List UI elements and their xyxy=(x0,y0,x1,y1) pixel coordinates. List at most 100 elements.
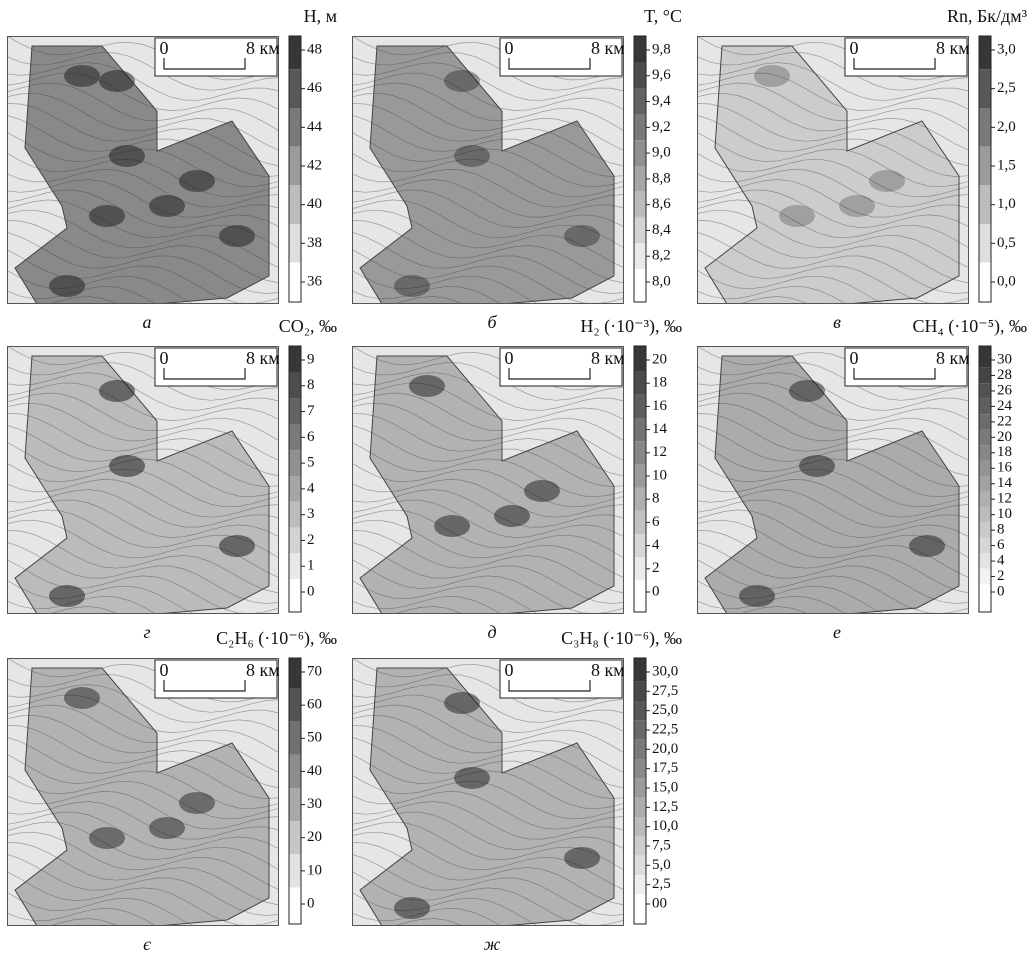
anomaly xyxy=(754,65,790,87)
scale-start: 0 xyxy=(505,38,514,58)
scale-start: 0 xyxy=(850,38,859,58)
anomaly xyxy=(89,827,125,849)
colorbar-label: 8 xyxy=(997,522,1005,538)
colorbar-band xyxy=(634,63,646,89)
panel-title: Rn, Бк/дм³ xyxy=(947,6,1028,26)
colorbar-band xyxy=(634,740,646,759)
scale-start: 0 xyxy=(850,348,859,368)
colorbar-label: 26 xyxy=(997,382,1013,398)
colorbar-band xyxy=(979,584,991,612)
colorbar-band xyxy=(289,69,301,108)
panel-title: H₂ (·10⁻³), ‰ xyxy=(580,316,682,337)
colorbar-band xyxy=(634,720,646,739)
colorbar-band xyxy=(289,658,301,689)
colorbar-band xyxy=(634,759,646,778)
colorbar-label: 7 xyxy=(307,403,315,419)
colorbar-band xyxy=(289,689,301,722)
colorbar-label: 1,0 xyxy=(997,196,1016,212)
colorbar-label: 36 xyxy=(307,273,323,289)
colorbar-label: 6 xyxy=(307,429,315,445)
colorbar-label: 8,6 xyxy=(652,196,671,212)
colorbar-label: 30 xyxy=(307,796,322,812)
anomaly xyxy=(444,70,480,92)
colorbar-label: 48 xyxy=(307,41,322,57)
colorbar-band xyxy=(979,383,991,398)
colorbar-band xyxy=(979,522,991,537)
colorbar-label: 50 xyxy=(307,730,322,746)
anomaly xyxy=(49,585,85,607)
colorbar-band xyxy=(634,894,646,924)
colorbar-label: 0,5 xyxy=(997,235,1016,251)
colorbar-band xyxy=(979,399,991,414)
colorbar-band xyxy=(289,722,301,755)
colorbar-label: 8,0 xyxy=(652,273,671,289)
colorbar-label: 15,0 xyxy=(652,779,678,795)
anomaly xyxy=(789,380,825,402)
colorbar-band xyxy=(289,36,301,69)
figure: 08 км48464442403836H, ма08 км9,89,69,49,… xyxy=(0,0,1034,962)
colorbar-band xyxy=(289,450,301,476)
map xyxy=(352,346,624,655)
colorbar-label: 6 xyxy=(997,537,1005,553)
colorbar-label: 2 xyxy=(307,532,315,548)
colorbar-label: 70 xyxy=(307,663,322,679)
anomaly xyxy=(839,195,875,217)
panel: 08 км3,02,52,01,51,00,50,0Rn, Бк/дм³в xyxy=(697,6,1028,344)
colorbar-band xyxy=(979,368,991,383)
colorbar-label: 1 xyxy=(307,558,315,574)
colorbar-label: 40 xyxy=(307,763,322,779)
colorbar-band xyxy=(634,701,646,720)
anomaly xyxy=(564,225,600,247)
colorbar-band xyxy=(979,445,991,460)
colorbar-band xyxy=(979,414,991,429)
colorbar-band xyxy=(634,218,646,244)
colorbar-band xyxy=(979,491,991,506)
colorbar-label: 8,4 xyxy=(652,222,671,238)
anomaly xyxy=(394,897,430,919)
scale-end: 8 км xyxy=(246,38,280,58)
map xyxy=(7,658,279,962)
colorbar-label: 5,0 xyxy=(652,857,671,873)
colorbar-label: 3,0 xyxy=(997,41,1016,57)
colorbar-label: 28 xyxy=(997,367,1012,383)
colorbar-label: 16 xyxy=(997,460,1013,476)
colorbar-band xyxy=(634,557,646,580)
colorbar-band xyxy=(289,424,301,450)
colorbar-label: 12 xyxy=(997,491,1012,507)
colorbar-band xyxy=(634,441,646,464)
colorbar-label: 25,0 xyxy=(652,702,678,718)
colorbar-band xyxy=(634,372,646,395)
colorbar-band xyxy=(289,224,301,263)
colorbar-label: 9,8 xyxy=(652,41,671,57)
colorbar-label: 20 xyxy=(652,351,667,367)
colorbar-band xyxy=(979,69,991,108)
colorbar-band xyxy=(634,658,646,682)
panel: 08 км9876543210CO₂, ‰г xyxy=(7,316,337,654)
anomaly xyxy=(179,792,215,814)
colorbar-band xyxy=(634,817,646,836)
colorbar-band xyxy=(289,476,301,502)
colorbar-label: 0 xyxy=(307,895,315,911)
map xyxy=(697,36,969,345)
colorbar-band xyxy=(634,140,646,166)
colorbar-label: 2 xyxy=(997,568,1005,584)
anomaly xyxy=(564,847,600,869)
colorbar-label: 10 xyxy=(307,862,322,878)
colorbar-band xyxy=(289,788,301,821)
anomaly xyxy=(219,535,255,557)
colorbar-label: 22 xyxy=(997,413,1012,429)
panel-title: C₃H₈ (·10⁻⁶), ‰ xyxy=(561,628,682,649)
colorbar-label: 40 xyxy=(307,196,322,212)
colorbar-band xyxy=(289,346,301,373)
colorbar-band xyxy=(634,875,646,894)
colorbar-band xyxy=(979,147,991,186)
anomaly xyxy=(109,455,145,477)
anomaly xyxy=(799,455,835,477)
anomaly xyxy=(394,275,430,297)
panel-label: ж xyxy=(484,934,501,954)
colorbar-label: 0 xyxy=(652,583,660,599)
anomaly xyxy=(219,225,255,247)
panel-title: T, °C xyxy=(644,6,682,26)
map xyxy=(697,346,969,655)
